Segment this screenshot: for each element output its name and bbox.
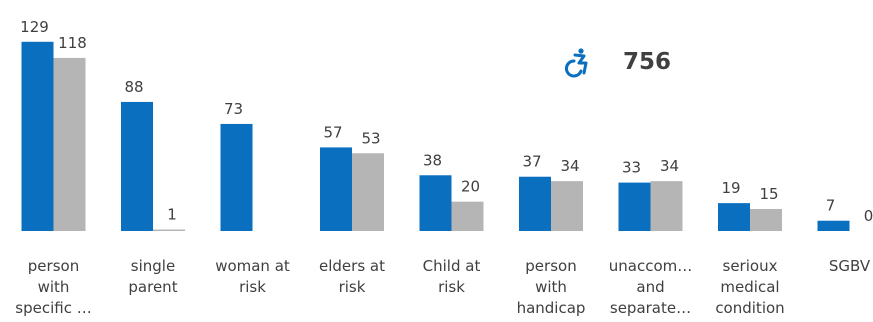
category-label-6: unaccom… and separate… — [609, 257, 693, 317]
value-label-series2-3: 53 — [361, 129, 380, 147]
value-label-series2-0: 118 — [58, 34, 87, 52]
bar-series2-5 — [551, 181, 583, 231]
category-label-4: Child at risk — [423, 257, 481, 296]
value-label-series1-0: 129 — [20, 18, 49, 36]
stat-callout: 756 — [564, 48, 671, 78]
value-label-series1-7: 19 — [721, 179, 740, 197]
value-label-series1-8: 7 — [826, 197, 836, 215]
bar-series1-7 — [718, 203, 750, 231]
value-label-series1-1: 88 — [124, 78, 143, 96]
category-labels-layer: person with specific … single parent woman at… — [15, 257, 871, 317]
bar-series1-4 — [419, 175, 452, 231]
category-label-7: serioux medical condition — [715, 257, 784, 317]
bar-series1-2 — [220, 123, 253, 231]
category-label-2: woman at risk — [215, 257, 290, 296]
bar-series2-0 — [53, 57, 86, 231]
bar-series2-6 — [650, 181, 683, 231]
category-label-1: single parent — [128, 257, 177, 296]
bar-series1-3 — [320, 147, 352, 231]
value-label-series2-1: 1 — [167, 206, 177, 224]
category-label-8: SGBV — [829, 257, 871, 275]
bar-series1-1 — [121, 101, 153, 231]
value-labels-layer: 129 118 88 1 73 57 53 38 20 37 34 33 34 19 15 7 0 — [20, 18, 873, 225]
value-label-series2-4: 20 — [461, 178, 480, 196]
category-label-0: person with specific … — [15, 257, 91, 317]
value-label-series2-8: 0 — [864, 207, 873, 225]
bar-series2-1 — [153, 229, 185, 231]
value-label-series1-5: 37 — [522, 153, 541, 171]
wheelchair-icon — [564, 48, 588, 78]
stat-value: 756 — [623, 49, 671, 75]
bar-series2-7 — [750, 209, 782, 231]
category-label-3: elders at risk — [319, 257, 385, 296]
bar-series1-6 — [618, 182, 651, 231]
bar-series2-3 — [352, 153, 384, 231]
value-label-series1-6: 33 — [622, 159, 641, 177]
bar-series1-0 — [21, 41, 54, 231]
bars-layer — [21, 41, 850, 231]
value-label-series2-5: 34 — [560, 157, 579, 175]
value-label-series1-2: 73 — [224, 100, 243, 118]
category-label-5: person with handicap — [517, 257, 586, 317]
bar-series1-5 — [519, 176, 551, 231]
value-label-series1-4: 38 — [423, 151, 442, 169]
bar-series1-8 — [817, 220, 850, 231]
value-label-series2-6: 34 — [660, 157, 679, 175]
bar-series2-4 — [451, 201, 484, 231]
value-label-series1-3: 57 — [323, 123, 342, 141]
value-label-series2-7: 15 — [759, 185, 778, 203]
